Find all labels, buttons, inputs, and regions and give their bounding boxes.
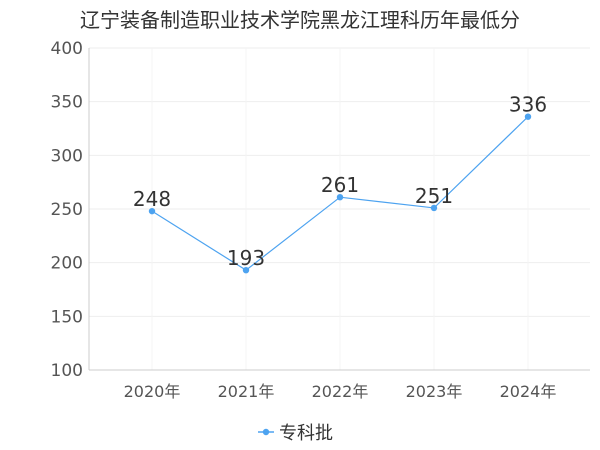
y-axis-ticks: 100 150 200 250 300 350 400 xyxy=(51,39,83,381)
data-label: 261 xyxy=(321,173,359,197)
y-tick-label: 400 xyxy=(51,39,83,59)
data-point[interactable] xyxy=(148,207,156,215)
data-point[interactable] xyxy=(524,113,532,120)
data-point[interactable] xyxy=(430,204,438,212)
x-tick-label: 2020年 xyxy=(124,382,181,401)
data-point[interactable] xyxy=(242,266,250,274)
data-label: 248 xyxy=(133,187,171,211)
x-axis-ticks: 2020年 2021年 2022年 2023年 2024年 xyxy=(124,382,557,401)
legend-marker xyxy=(262,428,270,436)
data-label: 336 xyxy=(509,93,547,117)
y-tick-label: 350 xyxy=(51,93,83,113)
y-tick-label: 150 xyxy=(51,307,83,327)
legend: 专科批 xyxy=(258,423,333,444)
data-label: 193 xyxy=(227,246,265,270)
chart-title: 辽宁装备制造职业技术学院黑龙江理科历年最低分 xyxy=(80,8,520,32)
data-point[interactable] xyxy=(336,193,344,201)
data-label: 251 xyxy=(415,184,453,208)
x-tick-label: 2024年 xyxy=(500,382,557,401)
y-tick-label: 100 xyxy=(51,361,83,381)
legend-label[interactable]: 专科批 xyxy=(279,423,333,444)
series-layer: 248 193 261 251 336 xyxy=(133,93,547,274)
y-tick-label: 250 xyxy=(51,200,83,220)
x-tick-label: 2021年 xyxy=(218,382,275,401)
x-tick-label: 2023年 xyxy=(406,382,463,401)
y-tick-label: 300 xyxy=(51,146,83,166)
y-tick-label: 200 xyxy=(51,254,83,274)
x-tick-label: 2022年 xyxy=(312,382,369,401)
